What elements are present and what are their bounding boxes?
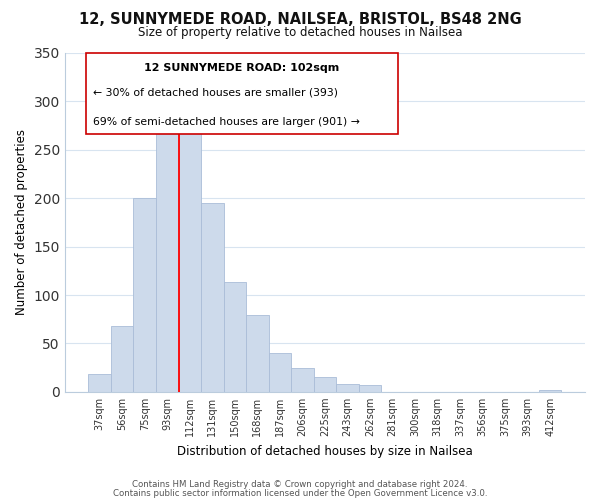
Bar <box>359 385 381 392</box>
Y-axis label: Number of detached properties: Number of detached properties <box>15 130 28 316</box>
Bar <box>88 374 111 392</box>
Bar <box>201 203 224 392</box>
Text: Size of property relative to detached houses in Nailsea: Size of property relative to detached ho… <box>138 26 462 39</box>
FancyBboxPatch shape <box>86 53 398 134</box>
Bar <box>539 390 562 392</box>
Text: 12 SUNNYMEDE ROAD: 102sqm: 12 SUNNYMEDE ROAD: 102sqm <box>144 63 339 73</box>
Bar <box>111 326 133 392</box>
Text: ← 30% of detached houses are smaller (393): ← 30% of detached houses are smaller (39… <box>94 87 338 97</box>
Text: Contains public sector information licensed under the Open Government Licence v3: Contains public sector information licen… <box>113 489 487 498</box>
X-axis label: Distribution of detached houses by size in Nailsea: Distribution of detached houses by size … <box>177 444 473 458</box>
Bar <box>336 384 359 392</box>
Bar <box>291 368 314 392</box>
Bar <box>314 378 336 392</box>
Text: 12, SUNNYMEDE ROAD, NAILSEA, BRISTOL, BS48 2NG: 12, SUNNYMEDE ROAD, NAILSEA, BRISTOL, BS… <box>79 12 521 28</box>
Bar <box>269 353 291 392</box>
Bar <box>133 198 156 392</box>
Bar <box>156 122 179 392</box>
Bar <box>224 282 246 392</box>
Text: 69% of semi-detached houses are larger (901) →: 69% of semi-detached houses are larger (… <box>94 117 360 127</box>
Bar <box>246 316 269 392</box>
Bar <box>179 122 201 392</box>
Text: Contains HM Land Registry data © Crown copyright and database right 2024.: Contains HM Land Registry data © Crown c… <box>132 480 468 489</box>
